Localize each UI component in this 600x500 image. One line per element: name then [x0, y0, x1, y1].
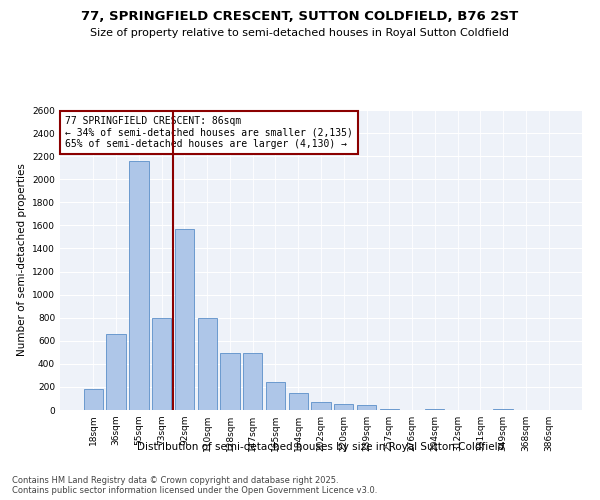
Bar — [311, 402, 331, 410]
Bar — [84, 388, 103, 410]
Bar — [129, 161, 149, 410]
Bar — [493, 409, 513, 410]
Bar — [357, 406, 376, 410]
Bar — [380, 409, 399, 410]
Bar — [334, 404, 353, 410]
Bar — [266, 382, 285, 410]
Bar — [425, 409, 445, 410]
Text: 77, SPRINGFIELD CRESCENT, SUTTON COLDFIELD, B76 2ST: 77, SPRINGFIELD CRESCENT, SUTTON COLDFIE… — [82, 10, 518, 23]
Bar — [152, 318, 172, 410]
Text: Contains HM Land Registry data © Crown copyright and database right 2025.
Contai: Contains HM Land Registry data © Crown c… — [12, 476, 377, 495]
Bar — [106, 334, 126, 410]
Text: Distribution of semi-detached houses by size in Royal Sutton Coldfield: Distribution of semi-detached houses by … — [137, 442, 505, 452]
Text: Size of property relative to semi-detached houses in Royal Sutton Coldfield: Size of property relative to semi-detach… — [91, 28, 509, 38]
Bar — [243, 354, 262, 410]
Bar — [220, 354, 239, 410]
Y-axis label: Number of semi-detached properties: Number of semi-detached properties — [17, 164, 26, 356]
Bar — [289, 392, 308, 410]
Bar — [197, 318, 217, 410]
Text: 77 SPRINGFIELD CRESCENT: 86sqm
← 34% of semi-detached houses are smaller (2,135): 77 SPRINGFIELD CRESCENT: 86sqm ← 34% of … — [65, 116, 353, 149]
Bar — [175, 229, 194, 410]
